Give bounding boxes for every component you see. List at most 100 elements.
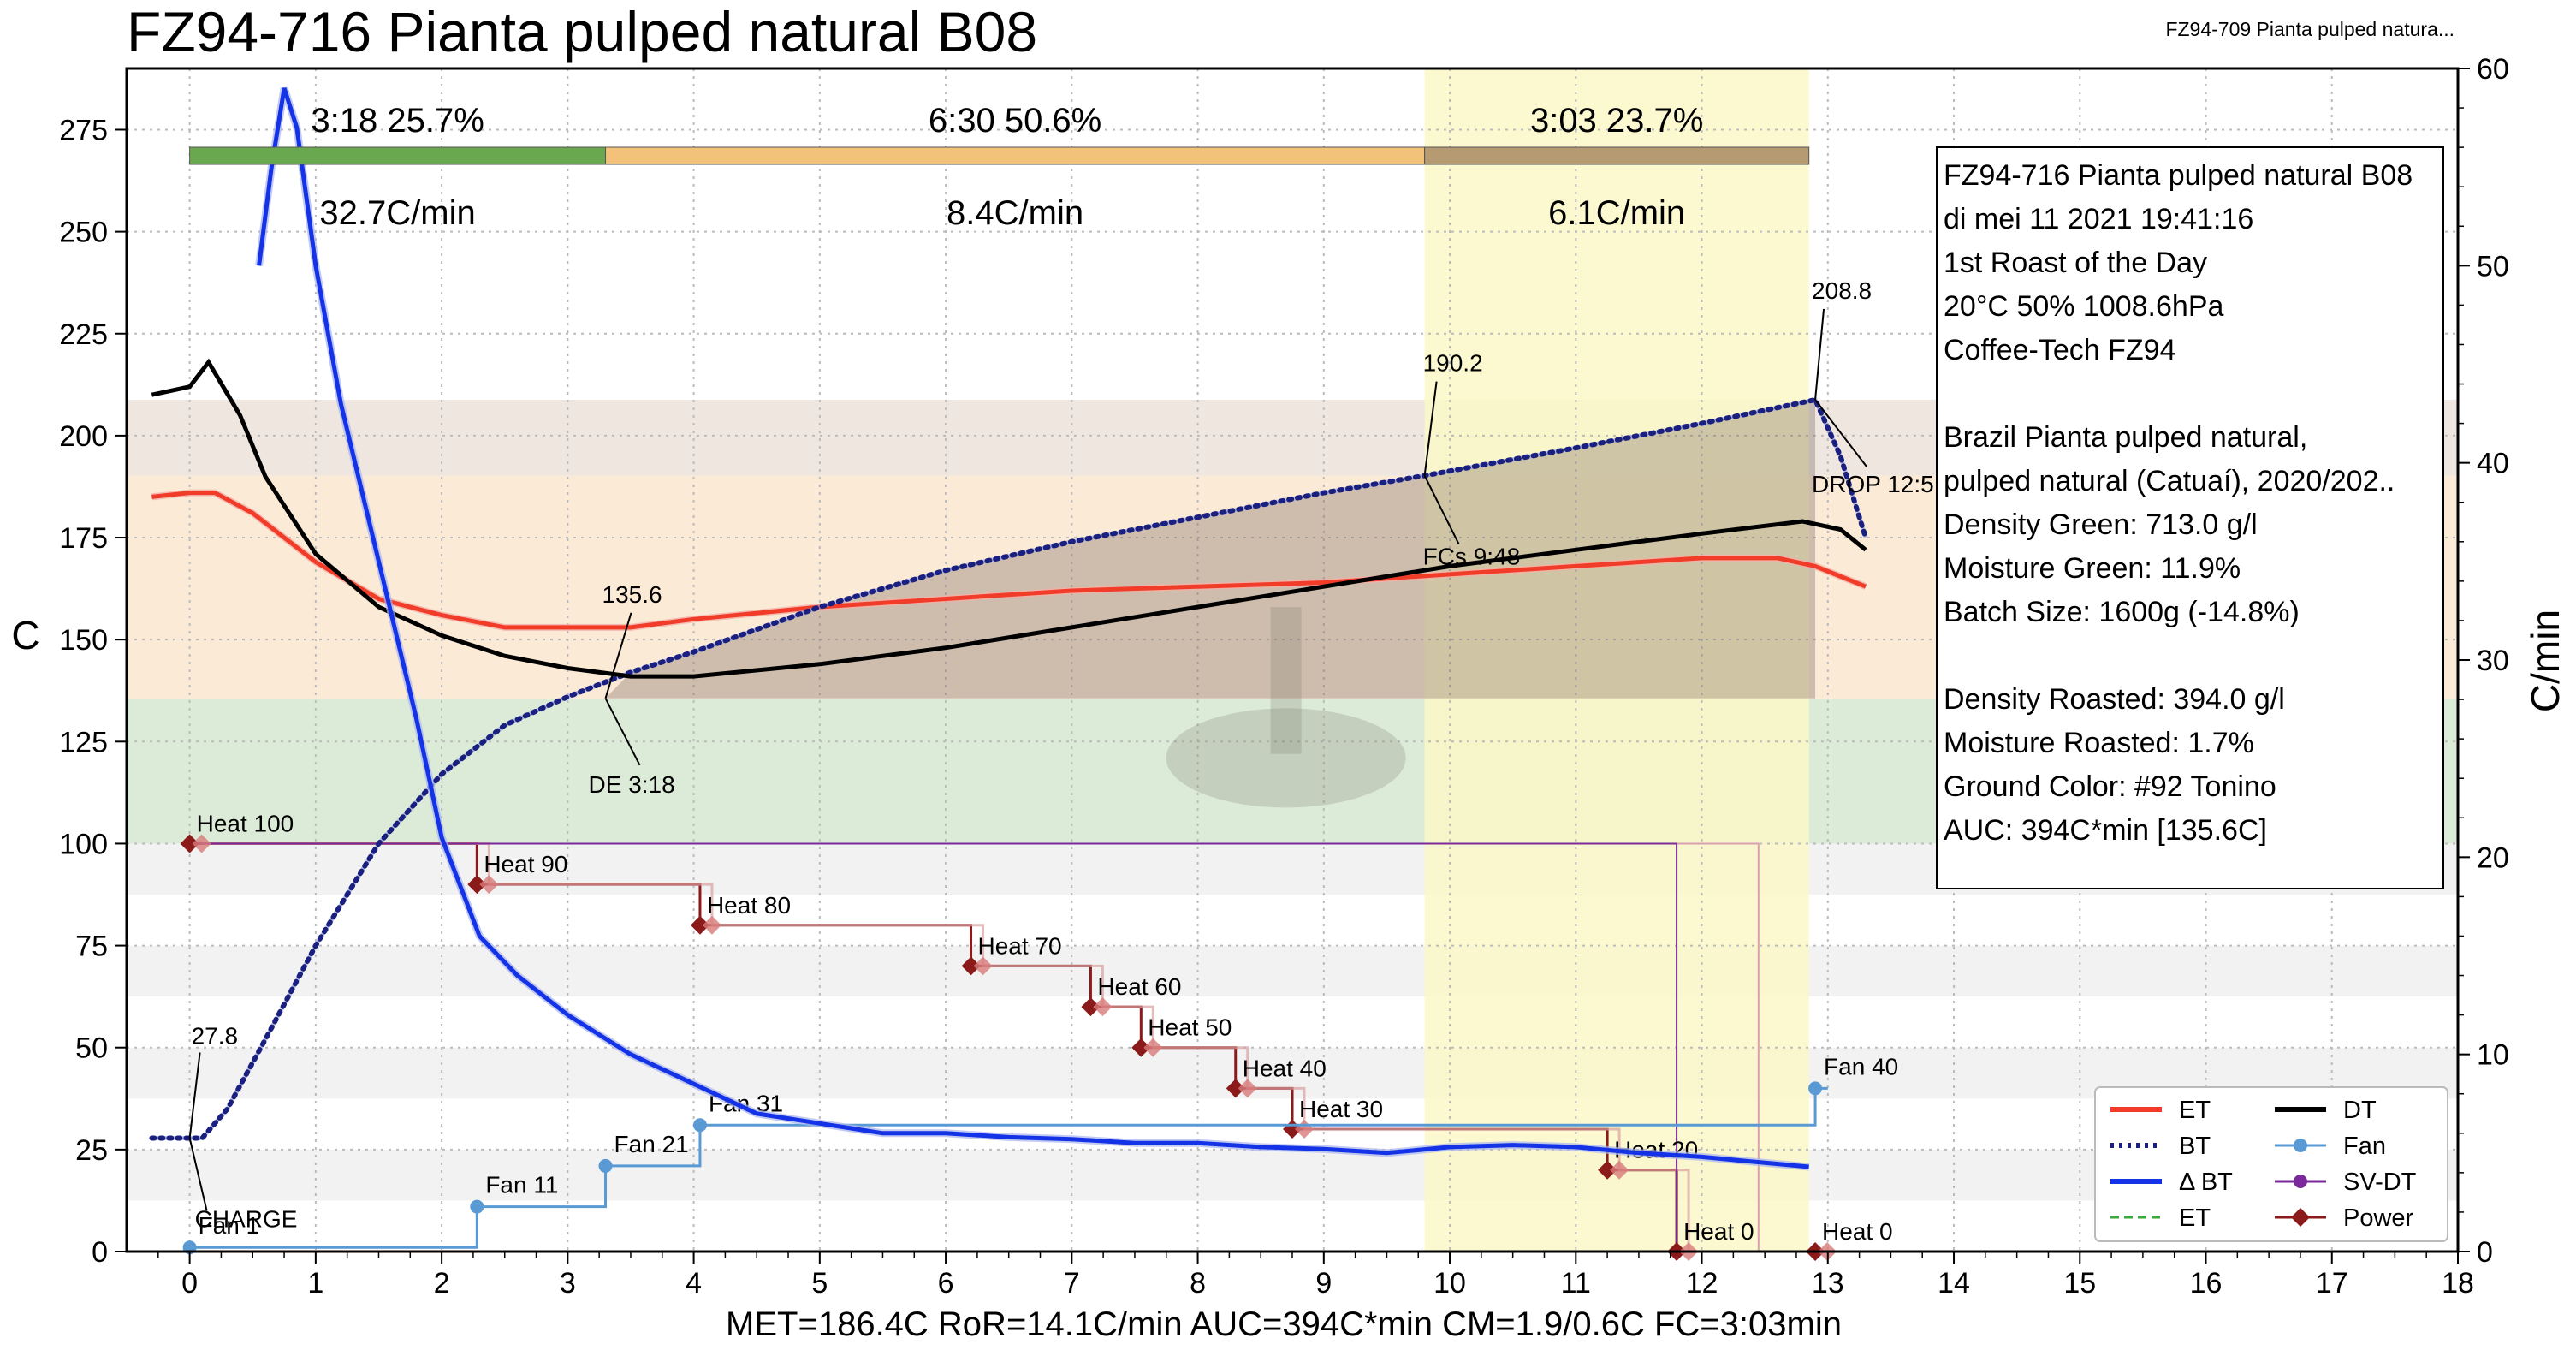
- delta-bt-line: [257, 87, 1809, 1169]
- x-tick-label: 17: [2316, 1267, 2348, 1300]
- drop-pointer-top: [1814, 308, 1825, 401]
- phase-ror: 6.1C/min: [1548, 194, 1685, 232]
- tp-pointer: [604, 612, 632, 699]
- y2-tick-label: 0: [2477, 1236, 2493, 1269]
- power-event-label: Heat 100: [197, 810, 294, 836]
- de-pointer: [604, 698, 641, 766]
- chart-title: FZ94-716 Pianta pulped natural B08: [127, 0, 1037, 63]
- power-marker: [961, 956, 981, 976]
- x-tick-label: 8: [1190, 1267, 1206, 1300]
- legend-label: SV-DT: [2343, 1169, 2417, 1196]
- x-tick-label: 11: [1561, 1267, 1591, 1300]
- phase-time-pct: 3:03 23.7%: [1530, 102, 1703, 140]
- watermark-tower: [1270, 607, 1302, 754]
- fcs-pointer-top: [1423, 381, 1438, 476]
- legend-label: BT: [2179, 1133, 2211, 1160]
- bt-line: [149, 396, 1868, 1141]
- power-event-label: Heat 70: [978, 932, 1062, 959]
- fan-marker: [692, 1118, 707, 1133]
- charge-pointer-bottom: [188, 1138, 208, 1211]
- auc-fill: [605, 399, 1816, 808]
- power-event-label: Heat 40: [1243, 1055, 1327, 1081]
- phase-time-pct: 6:30 50.6%: [929, 102, 1101, 140]
- y-tick-label: 200: [59, 420, 108, 453]
- legend: ET BT Δ BT ET DT Fan SV-DT Power: [2094, 1086, 2448, 1242]
- power-marker-shadow: [479, 875, 499, 895]
- y-axis-label: C: [11, 613, 39, 657]
- fan-marker: [598, 1158, 613, 1173]
- power-event-label: Heat 0: [1822, 1218, 1893, 1245]
- y-tick-label: 175: [59, 522, 108, 555]
- x-tick-label: 6: [938, 1267, 954, 1300]
- auc-area: [605, 399, 1816, 699]
- y2-axis-label: C/min: [2523, 610, 2567, 712]
- y-tick-label: 100: [59, 828, 108, 860]
- info-line: Density Green: 713.0 g/l: [1944, 508, 2258, 541]
- phase-segment: [189, 146, 607, 165]
- fcs-temp-label: 190.2: [1423, 350, 1483, 377]
- power-marker-shadow: [1143, 1038, 1163, 1057]
- y2-tick-label: 20: [2477, 842, 2509, 874]
- info-box-frame: [1936, 146, 2444, 889]
- y-tick-label: 225: [59, 318, 108, 351]
- power-marker: [1598, 1160, 1617, 1180]
- y2-tick-label: 40: [2477, 448, 2509, 480]
- charge-temp-label: 27.8: [192, 1023, 239, 1050]
- info-line: 20°C 50% 1008.6hPa: [1944, 290, 2223, 323]
- x-tick-label: 16: [2190, 1267, 2223, 1300]
- fc-window: [1424, 68, 1809, 1252]
- stripe-band: [127, 1149, 2458, 1201]
- power-event-label: Heat 50: [1148, 1014, 1232, 1041]
- drop-pointer-bottom: [1814, 399, 1867, 467]
- y-tick-label: 75: [75, 931, 108, 963]
- info-line: Brazil Pianta pulped natural,: [1944, 421, 2307, 454]
- info-line: Density Roasted: 394.0 g/l: [1944, 683, 2285, 716]
- legend-label: ET: [2179, 1204, 2211, 1232]
- x-tick-label: 7: [1064, 1267, 1080, 1300]
- legend-label: ET: [2179, 1097, 2211, 1124]
- legend-label: Fan: [2343, 1133, 2386, 1160]
- info-line: Ground Color: #92 Tonino: [1944, 770, 2276, 803]
- power-marker: [180, 834, 199, 853]
- de-label: DE 3:18: [589, 771, 675, 798]
- x-tick-label: 3: [560, 1267, 576, 1300]
- power-marker: [1131, 1038, 1151, 1057]
- x-tick-label: 10: [1433, 1267, 1466, 1300]
- power-event-label: Heat 30: [1299, 1096, 1383, 1122]
- x-tick-label: 4: [686, 1267, 702, 1300]
- power-marker: [690, 915, 709, 935]
- y-tick-label: 25: [75, 1134, 108, 1167]
- power-event-label: Heat 80: [707, 892, 791, 919]
- x-tick-label: 12: [1686, 1267, 1718, 1300]
- x-tick-label: 14: [1938, 1267, 1970, 1300]
- legend-frame: [2094, 1086, 2448, 1242]
- y-tick-label: 275: [59, 114, 108, 146]
- fan-marker: [1808, 1081, 1823, 1096]
- x-tick-label: 2: [434, 1267, 450, 1300]
- legend-swatch-marker: [2291, 1208, 2310, 1227]
- y2-tick-label: 10: [2477, 1039, 2509, 1072]
- drop-label: DROP 12:5: [1812, 471, 1934, 497]
- info-line: FZ94-716 Pianta pulped natural B08: [1944, 159, 2413, 192]
- sv-dt-shadow: [1677, 842, 1760, 1252]
- y2-tick-label: 50: [2477, 250, 2509, 282]
- power-marker-shadow: [1093, 997, 1113, 1017]
- x-tick-label: 15: [2063, 1267, 2096, 1300]
- phase-ror: 8.4C/min: [947, 194, 1083, 232]
- info-line: Moisture Green: 11.9%: [1944, 552, 2241, 585]
- power-marker: [1081, 997, 1101, 1017]
- y-tick-label: 125: [59, 726, 108, 758]
- power-marker: [467, 875, 487, 895]
- charge-label: CHARGE: [195, 1205, 298, 1232]
- y2-tick-label: 30: [2477, 645, 2509, 677]
- fan-step-line: [189, 1086, 1828, 1249]
- tp-temp-label: 135.6: [602, 581, 662, 608]
- fcs-pointer-bottom: [1423, 475, 1460, 545]
- y-tick-label: 50: [75, 1032, 108, 1065]
- power-marker-shadow: [192, 834, 211, 853]
- watermark-bean: [1166, 708, 1406, 808]
- fan-event-label: Fan 1: [199, 1212, 260, 1239]
- dt-line: [151, 358, 1867, 679]
- roast-info-box: FZ94-716 Pianta pulped natural B08 di mei…: [1936, 146, 2444, 889]
- x-tick-label: 0: [181, 1267, 198, 1300]
